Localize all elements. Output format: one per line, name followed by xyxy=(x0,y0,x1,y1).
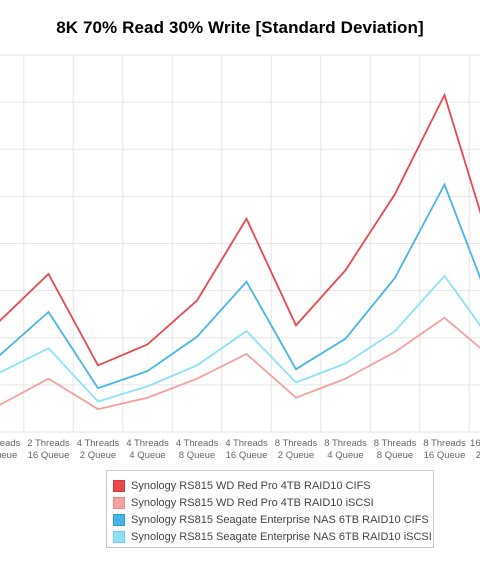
legend-swatch xyxy=(113,513,125,526)
x-tick-label: 2 Threads 16 Queue xyxy=(27,438,70,461)
x-tick-label: 8 Threads 2 Queue xyxy=(275,438,318,461)
x-tick-label: 4 Threads 4 Queue xyxy=(126,438,169,461)
legend-swatch xyxy=(113,530,125,543)
legend-label: Synology RS815 Seagate Enterprise NAS 6T… xyxy=(131,513,429,526)
legend-label: Synology RS815 WD Red Pro 4TB RAID10 CIF… xyxy=(131,479,371,492)
legend: Synology RS815 WD Red Pro 4TB RAID10 CIF… xyxy=(106,470,434,548)
x-tick-label: 4 Threads 16 Queue xyxy=(225,438,268,461)
legend-label: Synology RS815 WD Red Pro 4TB RAID10 iSC… xyxy=(131,496,374,509)
legend-item-4[interactable]: Synology RS815 Seagate Enterprise NAS 6T… xyxy=(113,528,433,545)
series-line-3 xyxy=(0,182,480,390)
x-tick-label: 4 Threads 2 Queue xyxy=(77,438,120,461)
chart-title: 8K 70% Read 30% Write [Standard Deviatio… xyxy=(56,18,424,37)
x-tick-label: 8 Threads 16 Queue xyxy=(423,438,466,461)
series-line-1 xyxy=(0,92,480,367)
legend-label: Synology RS815 Seagate Enterprise NAS 6T… xyxy=(131,530,432,543)
legend-item-1[interactable]: Synology RS815 WD Red Pro 4TB RAID10 CIF… xyxy=(113,477,433,494)
series-line-2 xyxy=(0,316,480,411)
grid-lines xyxy=(0,54,480,433)
legend-item-3[interactable]: Synology RS815 Seagate Enterprise NAS 6T… xyxy=(113,511,433,528)
series-lines xyxy=(0,92,480,411)
x-tick-label: 8 Threads 8 Queue xyxy=(374,438,417,461)
x-tick-label: 8 Threads 4 Queue xyxy=(324,438,367,461)
legend-item-2[interactable]: Synology RS815 WD Red Pro 4TB RAID10 iSC… xyxy=(113,494,433,511)
legend-swatch xyxy=(113,496,125,509)
legend-swatch xyxy=(113,479,125,492)
x-tick-label: 4 Threads 8 Queue xyxy=(176,438,219,461)
series-line-4 xyxy=(0,274,480,403)
